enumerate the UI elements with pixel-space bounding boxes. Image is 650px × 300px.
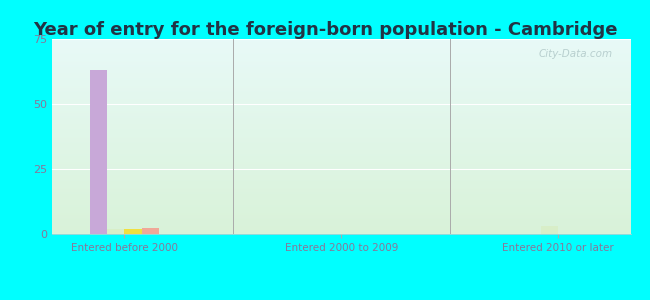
Text: City-Data.com: City-Data.com	[539, 49, 613, 59]
Bar	[142, 227, 159, 234]
Text: Year of entry for the foreign-born population - Cambridge: Year of entry for the foreign-born popul…	[32, 21, 617, 39]
Bar	[90, 70, 107, 234]
Bar	[124, 229, 142, 234]
Bar	[541, 226, 558, 234]
Bar	[107, 229, 124, 234]
